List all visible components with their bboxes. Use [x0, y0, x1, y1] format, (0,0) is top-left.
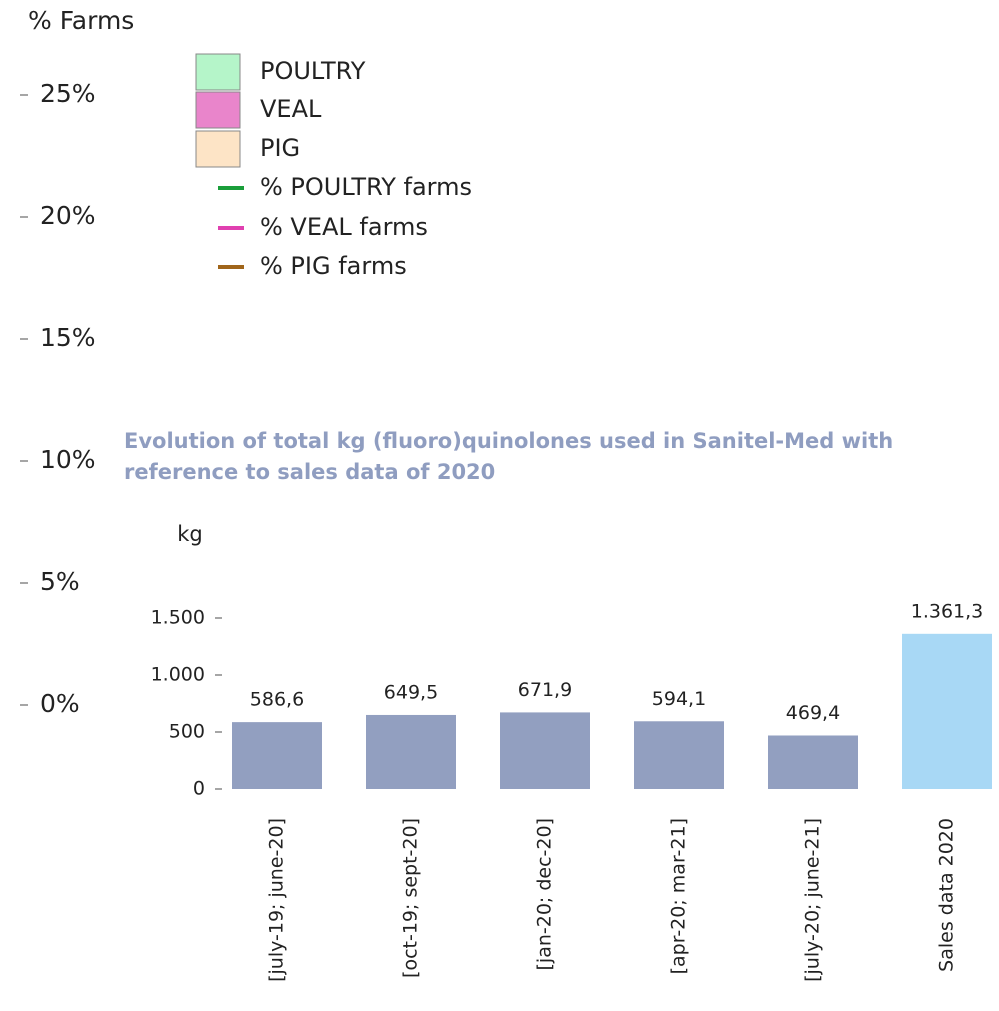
legend-label: POULTRY [260, 57, 366, 85]
legend-label: % PIG farms [260, 252, 407, 280]
legend-label: VEAL [260, 95, 322, 123]
y-tick-label: 0% [40, 689, 80, 718]
legend-label: % POULTRY farms [260, 173, 472, 201]
y-tick-label: 25% [40, 79, 96, 108]
legend-swatch [195, 130, 241, 168]
legend-label: % VEAL farms [260, 213, 428, 241]
value-label: 594,1 [652, 688, 706, 710]
value-label: 1.361,3 [911, 600, 984, 622]
y-tick-label: 1.500 [151, 607, 205, 629]
x-tick-label: [july-20; june-21] [802, 818, 824, 982]
y-tick-label: 10% [40, 445, 96, 474]
bar [500, 712, 590, 789]
x-tick-label: [apr-20; mar-21] [668, 818, 690, 974]
value-label: 671,9 [518, 679, 572, 701]
value-label: 586,6 [250, 689, 304, 711]
legend-swatch [195, 53, 241, 91]
bar [768, 735, 858, 789]
y-tick-label: 20% [40, 201, 96, 230]
x-tick-label: [july-19; june-20] [266, 818, 288, 982]
value-label: 649,5 [384, 681, 438, 703]
bar [634, 721, 724, 789]
y-tick-label: 1.000 [151, 664, 205, 686]
x-tick-label: [jan-20; dec-20] [534, 818, 556, 971]
bar [902, 633, 992, 789]
y-axis-label: % Farms [28, 6, 134, 35]
y-axis-label: kg [177, 522, 203, 546]
chart-title: Evolution of total kg (fluoro)quinolones… [124, 429, 894, 484]
y-tick-label: 5% [40, 567, 80, 596]
x-tick-label: [oct-19; sept-20] [400, 818, 422, 978]
y-tick-label: 0 [193, 778, 205, 800]
bar [232, 722, 322, 789]
legend-swatch [195, 91, 241, 129]
y-tick-label: 500 [169, 721, 205, 743]
bar [366, 714, 456, 789]
x-tick-label: Sales data 2020 [936, 818, 958, 972]
y-tick-label: 15% [40, 323, 96, 352]
legend-label: PIG [260, 134, 300, 162]
value-label: 469,4 [786, 702, 840, 724]
